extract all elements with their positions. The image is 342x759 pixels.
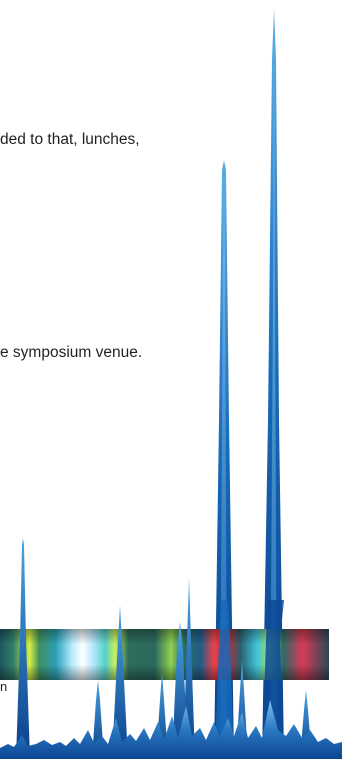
text-line-2: e symposium venue. <box>0 344 143 361</box>
text-line-1: ded to that, lunches, <box>0 131 140 148</box>
text-line-3: n <box>0 679 8 694</box>
